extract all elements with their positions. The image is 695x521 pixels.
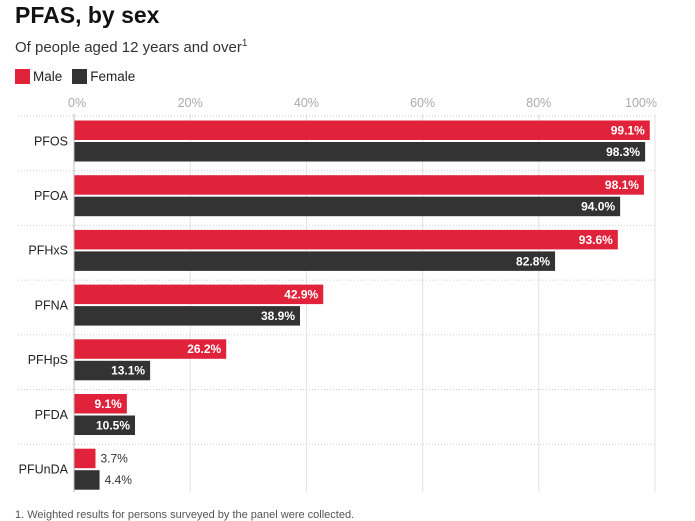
legend-item-female: Female: [72, 69, 135, 84]
footnote: 1. Weighted results for persons surveyed…: [15, 509, 355, 521]
bar-female: [74, 470, 100, 490]
bar-female: [74, 142, 646, 162]
chart-subtitle: Of people aged 12 years and over1: [15, 38, 247, 56]
x-tick-label: 80%: [526, 96, 551, 110]
bar-male: [74, 339, 227, 359]
category-label: PFUnDA: [19, 462, 69, 476]
value-label-male: 93.6%: [579, 233, 613, 247]
category-label: PFHxS: [28, 244, 68, 258]
bar-female: [74, 360, 151, 381]
category-label: PFNA: [35, 298, 69, 312]
subtitle-text: Of people aged 12 years and over: [15, 39, 242, 56]
value-label-male: 9.1%: [95, 397, 123, 411]
bar-male: [74, 229, 618, 250]
value-label-female: 13.1%: [111, 364, 145, 378]
category-label: PFHpS: [28, 353, 68, 367]
value-label-male: 26.2%: [187, 342, 221, 356]
legend-label-female: Female: [90, 69, 136, 84]
bar-female: [74, 415, 136, 435]
legend-item-male: Male: [15, 69, 62, 84]
legend-swatch-female: [72, 69, 88, 84]
x-tick-label: 20%: [178, 96, 203, 110]
legend-label-male: Male: [33, 69, 63, 84]
bar-male: [74, 394, 127, 414]
value-label-male: 98.1%: [605, 178, 639, 192]
x-tick-label: 0%: [68, 96, 86, 110]
category-label: PFOS: [34, 134, 68, 148]
footnote-ref: 1: [241, 38, 248, 49]
legend: Male Female: [15, 69, 145, 84]
value-label-female: 98.3%: [606, 145, 640, 159]
x-tick-label: 60%: [410, 96, 435, 110]
bar-female: [74, 251, 556, 271]
bar-male: [74, 120, 650, 140]
value-label-male: 99.1%: [611, 123, 645, 137]
legend-swatch-male: [15, 69, 30, 84]
bar-male: [74, 448, 96, 469]
bar-female: [74, 196, 621, 217]
x-tick-label: 40%: [294, 96, 319, 110]
bar-chart: 0% 20% 40% 60% 80% 100% PFOS 99.1% 98.3% PFOA 98.1…: [18, 96, 657, 492]
bar-male: [74, 175, 644, 195]
chart-title: PFAS, by sex: [15, 2, 160, 28]
value-label-female: 82.8%: [516, 254, 550, 268]
x-tick-label: 100%: [625, 96, 657, 110]
bar-male: [74, 284, 324, 305]
category-label: PFOA: [34, 189, 69, 203]
value-label-female: 94.0%: [581, 200, 615, 214]
value-label-female: 4.4%: [105, 473, 133, 487]
value-label-male: 3.7%: [100, 452, 128, 466]
category-label: PFDA: [35, 408, 69, 422]
value-label-female: 38.9%: [261, 309, 295, 323]
value-label-male: 42.9%: [284, 288, 318, 302]
bar-female: [74, 306, 301, 326]
value-label-female: 10.5%: [96, 418, 130, 432]
